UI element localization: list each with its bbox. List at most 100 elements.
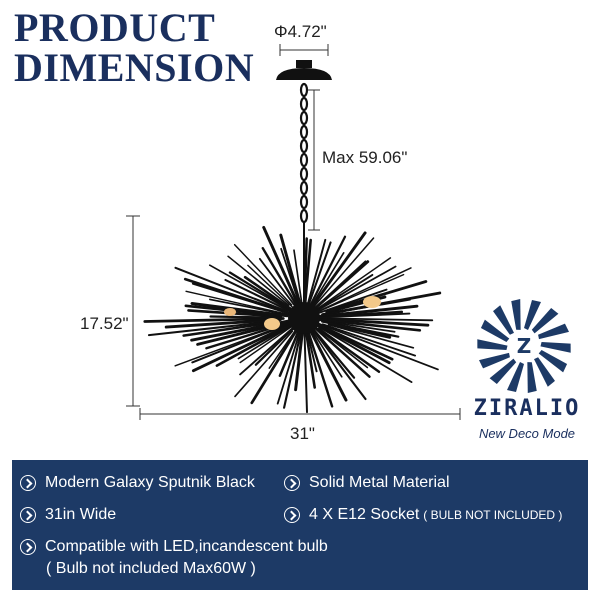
chevron-circle-icon (20, 475, 36, 491)
logo-blade (531, 308, 559, 334)
logo-blade (477, 339, 508, 351)
feature-text: Modern Galaxy Sputnik Black (45, 474, 255, 491)
spike (258, 257, 299, 311)
spike (317, 322, 439, 371)
spike (164, 318, 282, 329)
spike (294, 322, 305, 392)
height-marker (126, 215, 140, 407)
logo-blade (511, 298, 521, 330)
logo-blade (527, 362, 537, 394)
spike (321, 323, 417, 357)
spike (190, 302, 289, 318)
spike (315, 273, 374, 312)
feature-item: Compatible with LED,incandescent bulb (20, 538, 328, 556)
title-line-1: PRODUCT (14, 5, 216, 50)
feature-item: 31in Wide (20, 506, 116, 524)
feature-subtext: ( Bulb not included Max60W ) (46, 560, 256, 577)
spike (247, 264, 297, 311)
spike (327, 323, 415, 349)
spike (183, 277, 295, 316)
logo-blade (534, 357, 555, 387)
spike (308, 235, 347, 309)
spike (234, 330, 294, 398)
spike (315, 257, 392, 311)
canopy-diameter-label: Φ4.72" (274, 22, 327, 41)
brand-name: ZIRALIO (473, 396, 581, 421)
feature-item: Modern Galaxy Sputnik Black (20, 474, 255, 492)
spike (313, 325, 369, 369)
spike (293, 249, 304, 311)
feature-text: 4 X E12 Socket (309, 506, 420, 523)
spike (209, 315, 278, 319)
chevron-circle-icon (284, 507, 300, 523)
spike (307, 330, 334, 408)
spike (305, 241, 332, 313)
spike (261, 246, 301, 313)
spike (309, 330, 348, 402)
spike (311, 288, 388, 317)
spike (174, 266, 289, 313)
logo-blade (480, 319, 510, 342)
spike (233, 243, 293, 306)
spike (239, 323, 298, 376)
height-label: 17.52" (80, 314, 129, 333)
chevron-circle-icon (20, 539, 36, 555)
chain (299, 82, 309, 224)
canopy-width-marker (279, 44, 329, 56)
sputnik-spikes (143, 225, 442, 414)
width-marker (139, 408, 461, 420)
spike (311, 329, 343, 378)
spike (313, 312, 411, 319)
spike (143, 317, 285, 323)
spike (305, 238, 327, 311)
spike (317, 273, 405, 313)
spike (311, 237, 375, 310)
feature-item: Solid Metal Material (284, 474, 450, 492)
bulbs (224, 296, 381, 330)
spike (314, 327, 371, 378)
spike (320, 319, 396, 333)
chain-length-label: Max 59.06" (322, 148, 408, 167)
logo-blade (538, 350, 568, 373)
spike (276, 332, 301, 405)
logo-blade (479, 352, 510, 369)
spike (316, 318, 422, 332)
spike (262, 225, 302, 311)
spike (182, 320, 280, 337)
spike (327, 322, 392, 339)
spike (311, 231, 367, 307)
spike (209, 298, 285, 315)
spike (191, 322, 294, 373)
brand-tagline: New Deco Mode (478, 426, 576, 441)
logo-blade (493, 305, 514, 335)
chevron-circle-icon (284, 475, 300, 491)
spike (317, 327, 381, 374)
spike (147, 319, 280, 337)
chandelier-illustration: Z (126, 44, 571, 420)
ziralio-pinwheel-logo: Z (477, 298, 571, 394)
spike (239, 322, 298, 364)
spike (243, 275, 300, 316)
spike (315, 324, 413, 383)
chain-length-marker (308, 89, 320, 231)
width-label: 31" (290, 424, 315, 443)
spike (283, 328, 303, 409)
feature-note: ( BULB NOT INCLUDED ) (423, 508, 563, 522)
spike (310, 326, 367, 401)
bulb-1 (264, 318, 280, 330)
spike (310, 260, 370, 313)
title-line-2: DIMENSION (14, 45, 255, 90)
spike (278, 329, 300, 377)
logo-blade (538, 323, 569, 340)
feature-text: Compatible with LED,incandescent bulb (45, 538, 328, 555)
spike (303, 321, 308, 414)
spike (309, 320, 391, 365)
spike (228, 271, 294, 313)
spike (304, 329, 316, 389)
spike (316, 304, 419, 319)
svg-text:Z: Z (517, 334, 532, 358)
spike (279, 233, 303, 308)
spike (224, 278, 294, 314)
bulb-3 (224, 308, 236, 316)
